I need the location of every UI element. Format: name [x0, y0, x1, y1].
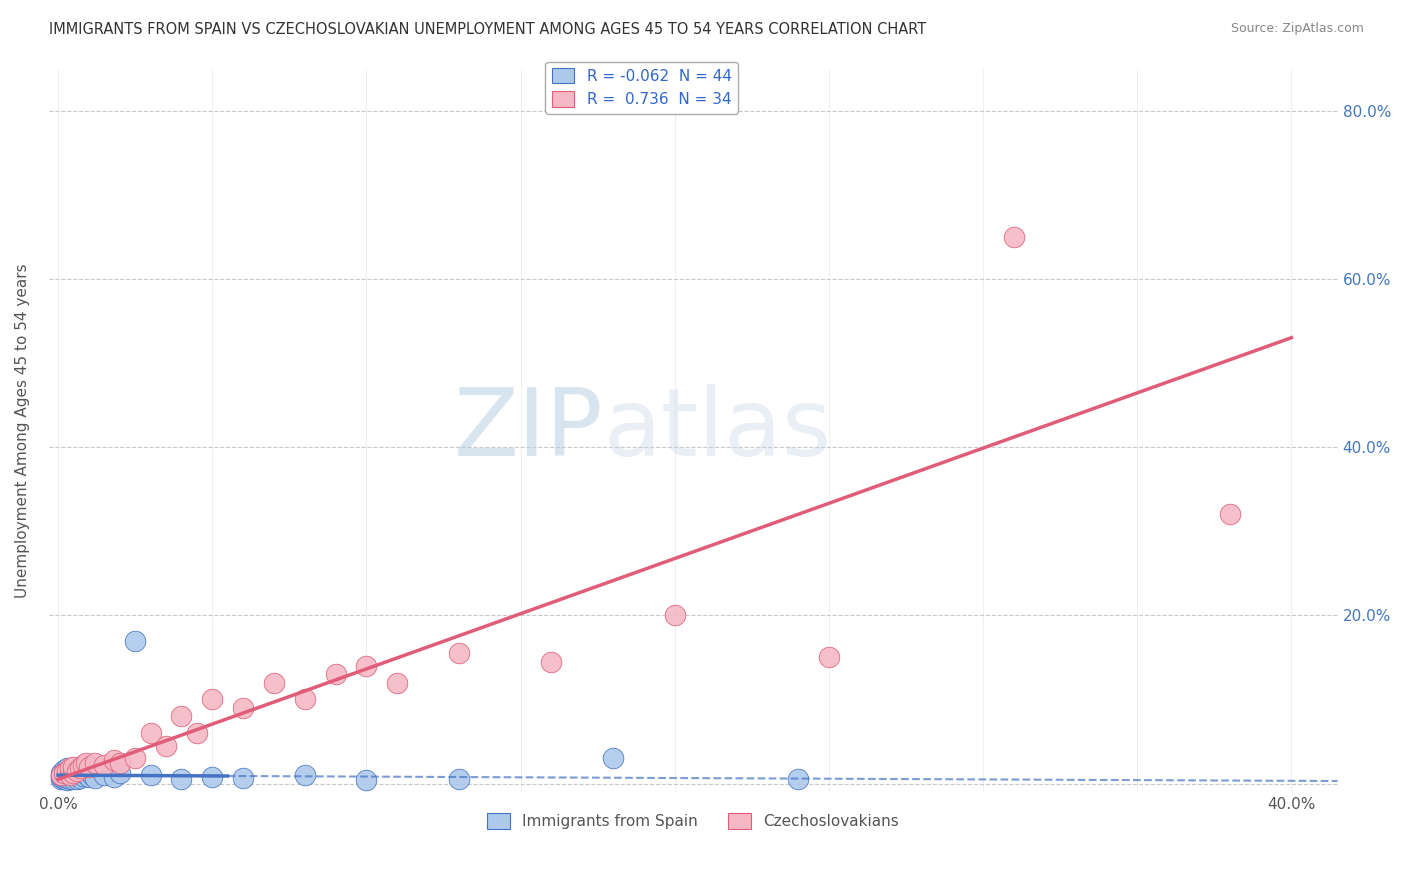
Point: [155, 739, 177, 753]
Point: [53, 763, 76, 777]
Point: [447, 772, 470, 786]
Point: [49, 768, 72, 782]
Point: [356, 773, 378, 788]
Point: [59, 769, 82, 783]
Point: [80, 768, 103, 782]
Point: [664, 608, 686, 623]
Point: [818, 650, 841, 665]
Point: [69, 761, 91, 775]
Text: ZIP: ZIP: [453, 384, 603, 476]
Text: IMMIGRANTS FROM SPAIN VS CZECHOSLOVAKIAN UNEMPLOYMENT AMONG AGES 45 TO 54 YEARS : IMMIGRANTS FROM SPAIN VS CZECHOSLOVAKIAN…: [49, 22, 927, 37]
Point: [385, 675, 408, 690]
Point: [447, 646, 470, 660]
Point: [170, 709, 193, 723]
Point: [59, 772, 82, 786]
Point: [56, 764, 79, 778]
Point: [62, 772, 84, 787]
Point: [294, 692, 316, 706]
Point: [56, 761, 79, 775]
Text: Source: ZipAtlas.com: Source: ZipAtlas.com: [1230, 22, 1364, 36]
Point: [77, 760, 100, 774]
Point: [103, 753, 125, 767]
Point: [56, 765, 79, 780]
Point: [49, 770, 72, 784]
Point: [53, 766, 76, 780]
Point: [139, 726, 162, 740]
Point: [263, 675, 285, 690]
Point: [56, 773, 79, 788]
Point: [84, 756, 107, 770]
Point: [201, 770, 224, 784]
Point: [49, 772, 72, 787]
Point: [103, 770, 125, 784]
Point: [72, 758, 94, 772]
Point: [1219, 508, 1241, 522]
Point: [124, 751, 146, 765]
Point: [62, 766, 84, 780]
Point: [53, 770, 76, 784]
Point: [75, 756, 97, 770]
Point: [201, 692, 224, 706]
Point: [49, 766, 72, 780]
Point: [69, 766, 91, 780]
Point: [56, 768, 79, 782]
Legend: Immigrants from Spain, Czechoslovakians: Immigrants from Spain, Czechoslovakians: [481, 806, 905, 835]
Point: [62, 760, 84, 774]
Point: [139, 768, 162, 782]
Point: [53, 765, 76, 780]
Point: [325, 667, 347, 681]
Point: [108, 766, 131, 780]
Point: [59, 766, 82, 780]
Point: [540, 655, 562, 669]
Point: [84, 771, 107, 785]
Point: [77, 770, 100, 784]
Point: [232, 701, 254, 715]
Point: [787, 772, 810, 787]
Point: [602, 751, 624, 765]
Point: [65, 768, 87, 782]
Text: atlas: atlas: [603, 384, 831, 476]
Point: [93, 768, 115, 782]
Point: [93, 758, 115, 772]
Point: [124, 633, 146, 648]
Y-axis label: Unemployment Among Ages 45 to 54 years: Unemployment Among Ages 45 to 54 years: [15, 263, 30, 598]
Point: [53, 768, 76, 782]
Point: [62, 768, 84, 782]
Point: [1002, 229, 1025, 244]
Point: [186, 726, 208, 740]
Point: [59, 761, 82, 775]
Point: [108, 756, 131, 770]
Point: [53, 772, 76, 787]
Point: [65, 764, 87, 778]
Point: [294, 768, 316, 782]
Point: [65, 772, 87, 786]
Point: [232, 771, 254, 785]
Point: [65, 764, 87, 778]
Point: [75, 767, 97, 781]
Point: [356, 658, 378, 673]
Point: [69, 771, 91, 785]
Point: [56, 771, 79, 785]
Point: [59, 763, 82, 777]
Point: [72, 769, 94, 783]
Point: [62, 764, 84, 779]
Point: [59, 768, 82, 782]
Point: [49, 768, 72, 782]
Point: [170, 772, 193, 787]
